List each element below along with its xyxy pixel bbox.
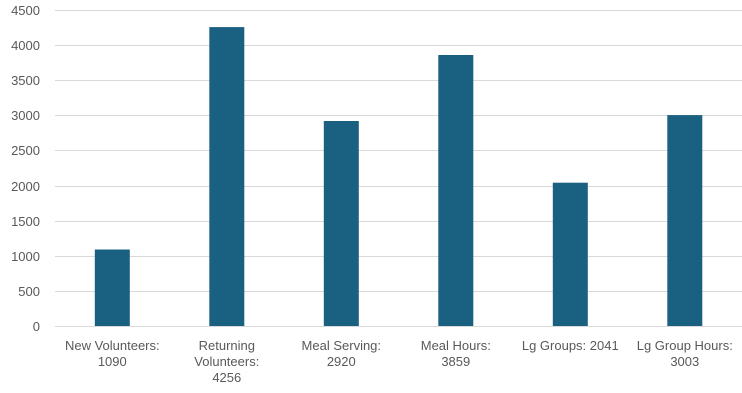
bar [209, 27, 245, 326]
bars [94, 27, 703, 326]
y-tick-label: 2000 [11, 179, 40, 194]
y-tick-label: 1500 [11, 214, 40, 229]
y-tick-label: 4000 [11, 38, 40, 53]
y-tick-label: 3500 [11, 73, 40, 88]
y-tick-label: 0 [33, 319, 40, 334]
x-tick-label: Lg Groups: 2041 [522, 338, 619, 353]
x-axis-ticks: New Volunteers: 1090 Returning Volunteers: 4… [65, 338, 733, 385]
y-tick-label: 1000 [11, 249, 40, 264]
y-tick-label: 2500 [11, 143, 40, 158]
y-tick-label: 4500 [11, 3, 40, 18]
y-tick-label: 3000 [11, 108, 40, 123]
gridlines [55, 10, 742, 327]
x-tick-label: Meal Hours: 3859 [421, 338, 491, 369]
x-tick-label: New Volunteers: 1090 [65, 338, 160, 369]
x-tick-label: Meal Serving: 2920 [302, 338, 381, 369]
bar [438, 55, 474, 326]
bar [552, 182, 588, 326]
bar [323, 121, 359, 326]
x-tick-label: Returning Volunteers: 4256 [194, 338, 259, 385]
bar [94, 249, 130, 326]
x-tick-label: Lg Group Hours: 3003 [637, 338, 733, 369]
y-tick-label: 500 [18, 284, 40, 299]
y-axis-ticks: 0 500 1000 1500 2000 2500 3000 3500 4000 4500 [11, 3, 40, 334]
bar [667, 115, 703, 326]
